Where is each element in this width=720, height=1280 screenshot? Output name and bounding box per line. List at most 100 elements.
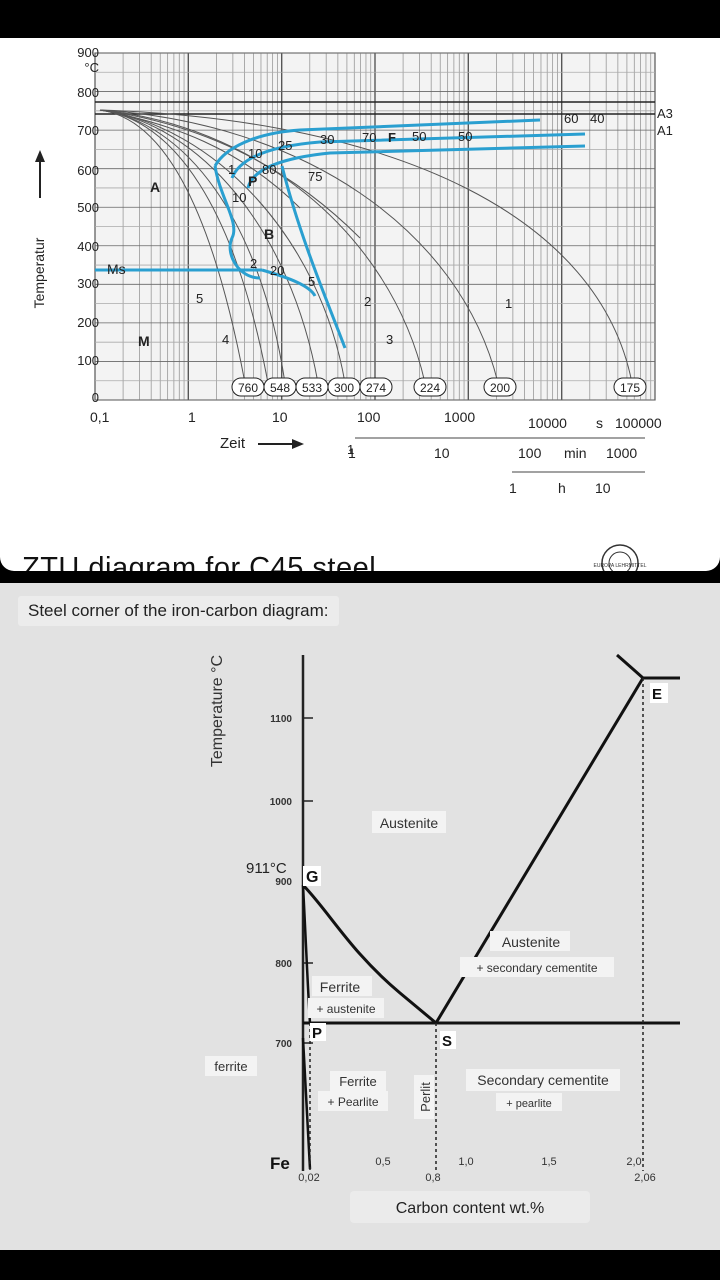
a3-label: A3: [657, 106, 673, 121]
cooling-curve: [99, 109, 346, 384]
fraction-label: 50: [412, 129, 426, 144]
fraction-label: 80: [262, 162, 276, 177]
fraction-label: 30: [320, 132, 334, 147]
ztu-x-tick: 100000: [615, 415, 662, 431]
fec-x-axis-label: Carbon content wt.%: [396, 1200, 545, 1217]
phase-label: B: [264, 226, 274, 242]
fec-y-tick: 900: [275, 877, 292, 888]
ztu-x-unit-h: h: [558, 480, 566, 496]
ztu-x-tick-h: 1: [509, 480, 517, 496]
fraction-label: 50: [458, 129, 472, 144]
fec-card: 1100 1000 900 800 700 Temperature °C 911…: [0, 583, 720, 1250]
fec-x-tick: 2,06: [634, 1172, 655, 1184]
a1-label: A1: [657, 123, 673, 138]
region-austenite-sec: Austenite: [502, 934, 561, 950]
ztu-x-tick-h: 10: [595, 480, 611, 496]
ztu-y-arrowhead: [35, 150, 45, 162]
ferrite-start-line: [213, 118, 541, 167]
fraction-label: 2: [250, 256, 257, 271]
hardness-box: 200: [483, 377, 517, 397]
region-austenite: Austenite: [380, 815, 439, 831]
fec-y-tick: 1100: [270, 714, 292, 725]
ztu-y-tick: 400: [77, 239, 99, 254]
point-g-label: G: [306, 869, 318, 886]
ztu-y-tick: 600: [77, 163, 99, 178]
label-bg: [460, 957, 614, 977]
fec-y-tick: 1000: [270, 797, 293, 808]
ztu-y-tick: 200: [77, 315, 99, 330]
cooling-curve: [99, 109, 633, 384]
fraction-label: 2: [364, 294, 371, 309]
ztu-x-unit-min: min: [564, 445, 587, 461]
ztu-x-tick-min: 10: [434, 445, 450, 461]
temp-911-label: 911°C: [246, 860, 287, 877]
fec-x-label-bg: [350, 1191, 590, 1223]
ztu-x-ticks: 0,1 1 10 100 1000 10000 s 100000 1 10 10…: [90, 409, 662, 496]
ztu-card: 900 800 700 600 500 400 300 200 100 0 °C…: [0, 38, 720, 571]
fec-diagram: 1100 1000 900 800 700 Temperature °C 911…: [205, 653, 680, 1223]
label-bg: [490, 931, 570, 951]
fraction-label: 25: [278, 138, 292, 153]
fraction-label: 20: [270, 263, 284, 278]
fec-x-tick: 0,5: [375, 1156, 390, 1168]
hardness-box: 175: [613, 377, 647, 397]
ztu-x-arrowhead: [292, 439, 304, 449]
cooling-curve: [99, 109, 246, 384]
point-g-box: [303, 866, 321, 886]
bainite-line: [261, 268, 317, 297]
label-bg: [308, 998, 384, 1018]
hardness-value: 175: [620, 381, 640, 395]
label-bg: [414, 1075, 434, 1119]
label-bg: [496, 1093, 562, 1111]
point-s-box: [440, 1031, 456, 1049]
ztu-y-tick: 300: [77, 276, 99, 291]
fraction-label: 5: [308, 274, 315, 289]
label-bg: [330, 1071, 386, 1091]
fraction-label: 3: [386, 332, 393, 347]
hardness-box: 548: [263, 377, 297, 397]
fec-dashed-lines: [309, 678, 644, 1171]
hardness-value: 300: [334, 381, 354, 395]
fec-x-tick: 0,02: [298, 1172, 319, 1184]
ztu-x-axis-label: Zeit: [220, 435, 246, 452]
hardness-box: 274: [359, 377, 393, 397]
ztu-x-tick-min: 1: [348, 445, 356, 461]
phase-label: M: [138, 333, 150, 349]
fraction-label: 1: [228, 162, 235, 177]
ztu-x-tick-min: 1000: [606, 445, 637, 461]
ztu-y-axis-label: Temperatur: [31, 237, 47, 308]
region-ferrite: ferrite: [214, 1059, 247, 1074]
ztu-x-tick: 10: [272, 409, 288, 425]
ztu-diagram: 900 800 700 600 500 400 300 200 100 0 °C…: [31, 45, 673, 496]
fec-y-ticks: 1100 1000 900 800 700: [270, 714, 293, 1050]
hardness-box: 533: [295, 377, 329, 397]
ztu-x-unit: s: [596, 415, 603, 431]
fraction-label: 5: [196, 291, 203, 306]
ztu-x-tick: 100: [357, 409, 381, 425]
fraction-label: 4: [222, 332, 229, 347]
point-fe-label: Fe: [270, 1154, 290, 1173]
region-ferrite-aust-sub: + austenite: [316, 1002, 375, 1016]
ztu-fraction-labels: 10 25 30 70 F 50 50 60 40 80 75 1 10 2 2…: [196, 111, 604, 457]
hardness-box: 300: [327, 377, 361, 397]
ztu-x-tick: 0,1: [90, 409, 110, 425]
cooling-curve: [99, 109, 286, 384]
cooling-curve: [99, 109, 301, 209]
card-gap: [0, 571, 720, 583]
ms-label: Ms: [107, 261, 126, 277]
hardness-value: 533: [302, 381, 322, 395]
ztu-y-tick: 900: [77, 45, 99, 60]
fraction-label: 10: [232, 190, 246, 205]
point-p-label: P: [312, 1025, 322, 1042]
fec-section-label: Steel corner of the iron-carbon diagram:: [18, 596, 339, 626]
fec-x-ticks: 0,02 0,5 0,8 1,0 1,5 2,0 2,06: [298, 1156, 655, 1184]
phase-label: A: [150, 179, 160, 195]
ztu-phase-labels: A B M P: [138, 173, 274, 349]
gs-line: [301, 883, 437, 1025]
top-status-bar: [0, 0, 720, 38]
pearlite-end-line: [246, 144, 586, 189]
ztu-x-tick: 10000: [528, 415, 567, 431]
ztu-title: ZTU diagram for C45 steel: [22, 552, 377, 571]
fraction-label: 10: [248, 146, 262, 161]
fec-y-tick: 700: [275, 1039, 292, 1050]
